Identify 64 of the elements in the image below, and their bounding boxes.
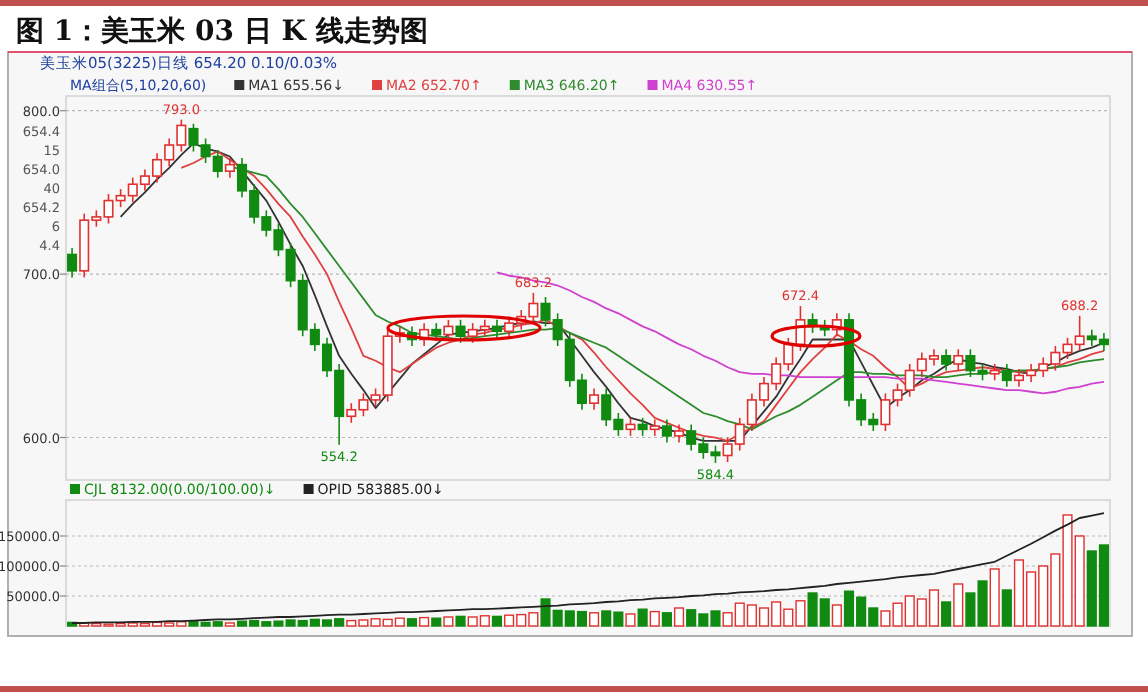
candlestick [285, 242, 296, 288]
candlestick [965, 348, 976, 378]
candlestick [856, 392, 867, 427]
candlestick [941, 348, 952, 372]
candlestick [564, 332, 575, 388]
candlestick [880, 392, 891, 432]
candlestick [758, 376, 770, 408]
candlestick [273, 222, 284, 257]
chart-title: 图 1：美玉米 03 日 K 线走势图 [16, 14, 428, 48]
bar [661, 612, 672, 627]
candlestick [309, 322, 320, 352]
candlestick [455, 319, 466, 344]
candlestick [686, 423, 697, 452]
bar [431, 617, 442, 627]
candlestick [224, 157, 235, 179]
candlestick [528, 292, 539, 324]
bar [406, 618, 418, 627]
candlestick [1062, 337, 1073, 360]
candlestick [1050, 345, 1061, 372]
candlestick [321, 337, 333, 378]
candlestick [152, 152, 163, 184]
candlestick [552, 312, 563, 347]
candlestick [164, 137, 175, 168]
candlestick [613, 412, 624, 437]
candlestick [212, 149, 223, 179]
bar [637, 608, 648, 627]
candlestick [127, 176, 138, 204]
candlestick [1038, 356, 1049, 378]
candlestick [358, 392, 369, 418]
candlestick [698, 436, 709, 460]
line-series [496, 271, 1105, 395]
candlestick [771, 356, 782, 391]
candlestick [916, 351, 927, 378]
candlestick [576, 372, 587, 411]
candlestick [540, 296, 551, 328]
candlestick [928, 348, 940, 367]
candlestick [200, 137, 211, 164]
candlestick [346, 402, 357, 424]
line-series [71, 512, 1105, 624]
candlestick [236, 157, 248, 199]
candlestick [746, 392, 757, 432]
candlestick [1074, 314, 1085, 352]
candlestick [661, 418, 672, 444]
bar [455, 615, 466, 627]
candlestick [249, 183, 260, 225]
candlestick [589, 387, 600, 411]
candlestick [103, 193, 114, 225]
candlestick [176, 118, 187, 153]
candlestick [1001, 363, 1012, 388]
candlestick [904, 363, 915, 398]
bar [941, 601, 952, 627]
candlestick [892, 382, 903, 408]
candlestick [722, 436, 733, 463]
bar [491, 615, 503, 627]
bar [1001, 589, 1012, 627]
candlestick [139, 168, 150, 192]
candlestick [467, 322, 478, 344]
candlestick [188, 122, 199, 153]
candlestick [601, 387, 612, 427]
candlestick [334, 363, 345, 446]
candlestick [734, 417, 745, 452]
candlestick [953, 348, 964, 372]
candlestick [261, 209, 272, 238]
candlestick [783, 337, 794, 372]
